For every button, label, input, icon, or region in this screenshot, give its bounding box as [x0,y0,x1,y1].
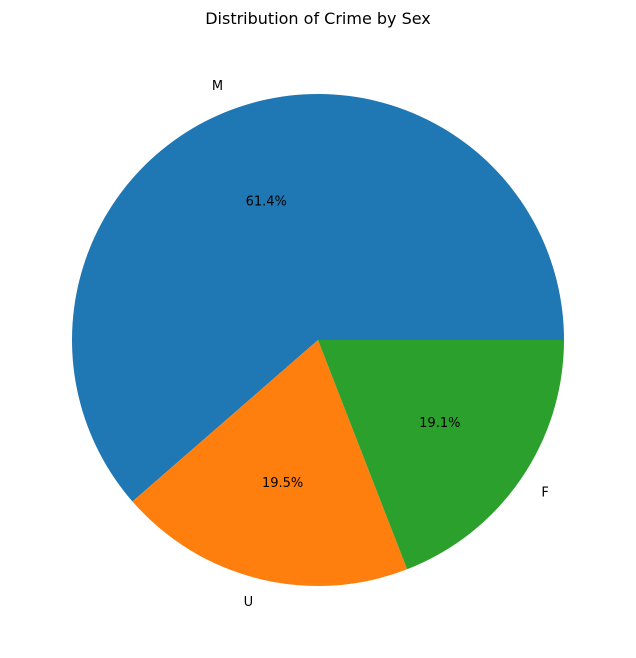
slice-label-u: U [244,595,254,610]
slice-percent-m: 61.4% [246,194,287,209]
slice-label-m: M [212,79,223,94]
pie-slice-f [318,340,564,570]
pie-slice-m [72,94,565,502]
slice-percent-f: 19.1% [419,416,460,431]
pie-slice-u [132,340,408,587]
slices-layer [72,94,565,587]
slice-label-f: F [541,485,548,500]
labels-layer: M 61.4% U 19.5% F 19.1% [212,79,549,610]
slice-percent-u: 19.5% [262,476,303,491]
chart-title: Distribution of Crime by Sex [205,9,431,28]
